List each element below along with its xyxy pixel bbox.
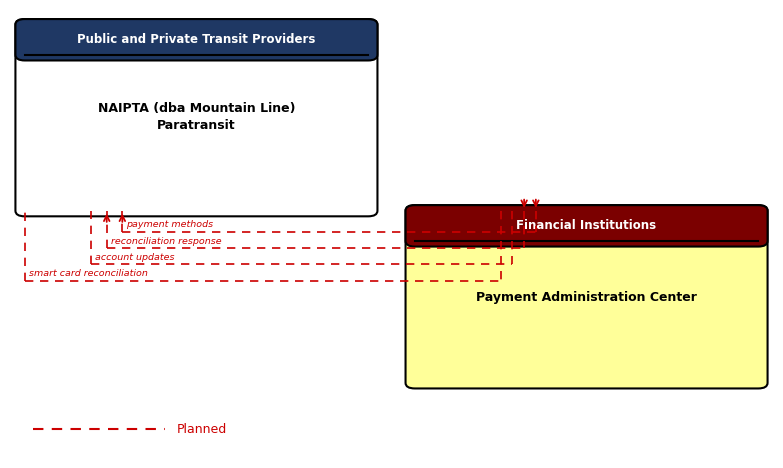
FancyBboxPatch shape: [16, 19, 377, 60]
Bar: [29, 40, 364, 55]
Text: smart card reconciliation: smart card reconciliation: [29, 269, 147, 278]
Text: Planned: Planned: [177, 423, 227, 436]
Text: Financial Institutions: Financial Institutions: [517, 219, 657, 232]
Text: payment methods: payment methods: [126, 220, 213, 229]
Text: NAIPTA (dba Mountain Line)
Paratransit: NAIPTA (dba Mountain Line) Paratransit: [98, 102, 295, 132]
Text: reconciliation response: reconciliation response: [110, 237, 222, 246]
Text: Payment Administration Center: Payment Administration Center: [476, 291, 697, 304]
FancyBboxPatch shape: [406, 205, 767, 388]
Text: Public and Private Transit Providers: Public and Private Transit Providers: [78, 33, 316, 46]
FancyBboxPatch shape: [406, 205, 767, 247]
Text: account updates: account updates: [95, 253, 175, 262]
Bar: [419, 226, 754, 241]
FancyBboxPatch shape: [16, 19, 377, 216]
